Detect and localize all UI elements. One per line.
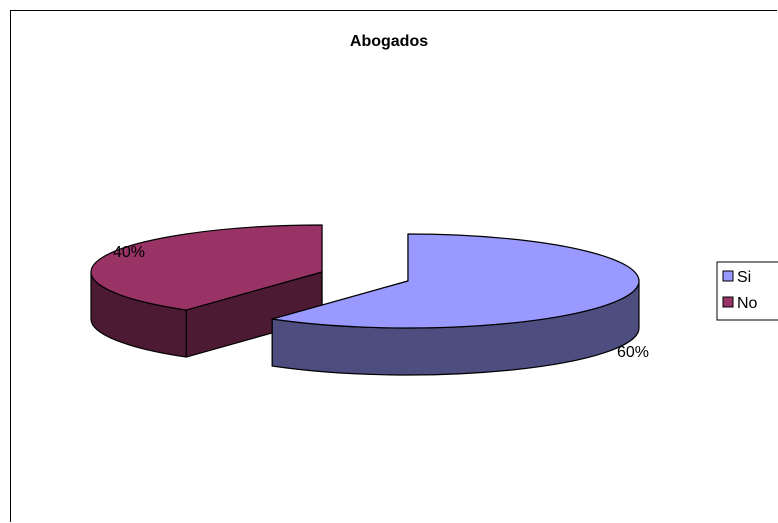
legend-swatch-si bbox=[722, 270, 734, 282]
slice-top-face bbox=[271, 233, 640, 329]
slice-top-face bbox=[90, 224, 323, 311]
legend-label-no: No bbox=[737, 295, 758, 312]
legend-label-si: Si bbox=[737, 269, 751, 286]
chart-title: Abogados bbox=[349, 33, 429, 50]
pie-slice-si bbox=[271, 233, 640, 376]
pie-slice-no bbox=[90, 224, 323, 358]
legend: Si No bbox=[716, 261, 778, 321]
data-label-si: 60% bbox=[617, 344, 649, 361]
data-label-no: 40% bbox=[113, 244, 145, 261]
legend-swatch-no bbox=[722, 296, 734, 308]
